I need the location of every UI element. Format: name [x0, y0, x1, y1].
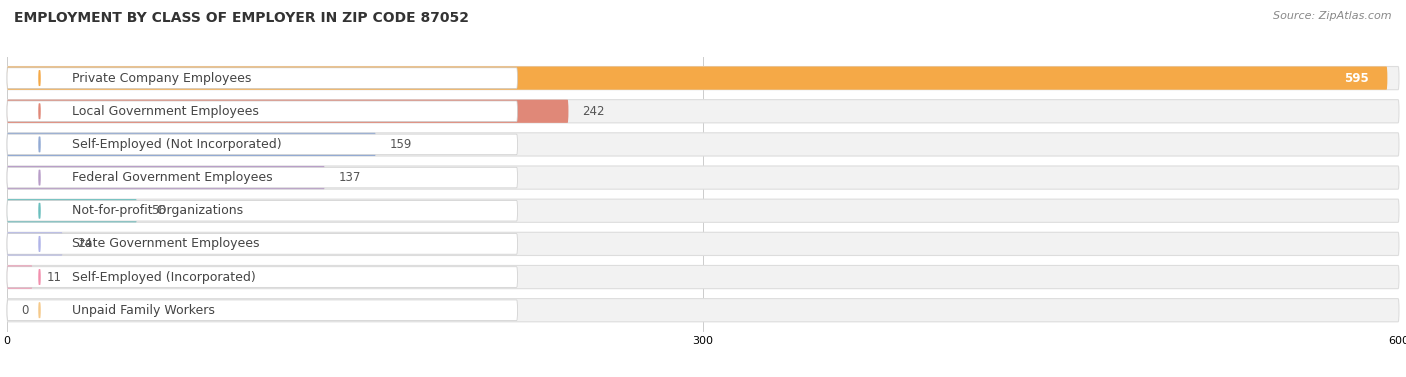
Text: 11: 11 [46, 271, 62, 284]
FancyBboxPatch shape [7, 199, 136, 222]
Text: 24: 24 [77, 238, 91, 250]
FancyBboxPatch shape [7, 201, 517, 221]
FancyBboxPatch shape [7, 166, 1399, 189]
FancyBboxPatch shape [7, 133, 375, 156]
FancyBboxPatch shape [7, 234, 517, 254]
FancyBboxPatch shape [7, 167, 517, 188]
Text: Self-Employed (Not Incorporated): Self-Employed (Not Incorporated) [72, 138, 281, 151]
Text: State Government Employees: State Government Employees [72, 238, 260, 250]
FancyBboxPatch shape [7, 265, 1399, 289]
Text: Federal Government Employees: Federal Government Employees [72, 171, 273, 184]
FancyBboxPatch shape [7, 101, 517, 121]
FancyBboxPatch shape [7, 134, 517, 155]
FancyBboxPatch shape [7, 68, 517, 88]
Text: 159: 159 [389, 138, 412, 151]
FancyBboxPatch shape [7, 265, 32, 289]
Text: Source: ZipAtlas.com: Source: ZipAtlas.com [1274, 11, 1392, 21]
FancyBboxPatch shape [7, 267, 517, 287]
FancyBboxPatch shape [7, 300, 517, 320]
FancyBboxPatch shape [7, 232, 63, 256]
Text: Unpaid Family Workers: Unpaid Family Workers [72, 304, 215, 317]
Text: 595: 595 [1344, 72, 1369, 84]
FancyBboxPatch shape [7, 166, 325, 189]
FancyBboxPatch shape [7, 66, 1399, 90]
Text: 137: 137 [339, 171, 361, 184]
Text: 242: 242 [582, 105, 605, 118]
FancyBboxPatch shape [7, 299, 1399, 322]
Text: Not-for-profit Organizations: Not-for-profit Organizations [72, 204, 243, 217]
FancyBboxPatch shape [7, 100, 568, 123]
Text: 0: 0 [21, 304, 28, 317]
Text: 56: 56 [150, 204, 166, 217]
FancyBboxPatch shape [7, 199, 1399, 222]
FancyBboxPatch shape [7, 232, 1399, 256]
FancyBboxPatch shape [7, 100, 1399, 123]
Text: Local Government Employees: Local Government Employees [72, 105, 259, 118]
Text: EMPLOYMENT BY CLASS OF EMPLOYER IN ZIP CODE 87052: EMPLOYMENT BY CLASS OF EMPLOYER IN ZIP C… [14, 11, 470, 25]
FancyBboxPatch shape [7, 133, 1399, 156]
FancyBboxPatch shape [7, 66, 1388, 90]
Text: Private Company Employees: Private Company Employees [72, 72, 252, 84]
Text: Self-Employed (Incorporated): Self-Employed (Incorporated) [72, 271, 256, 284]
